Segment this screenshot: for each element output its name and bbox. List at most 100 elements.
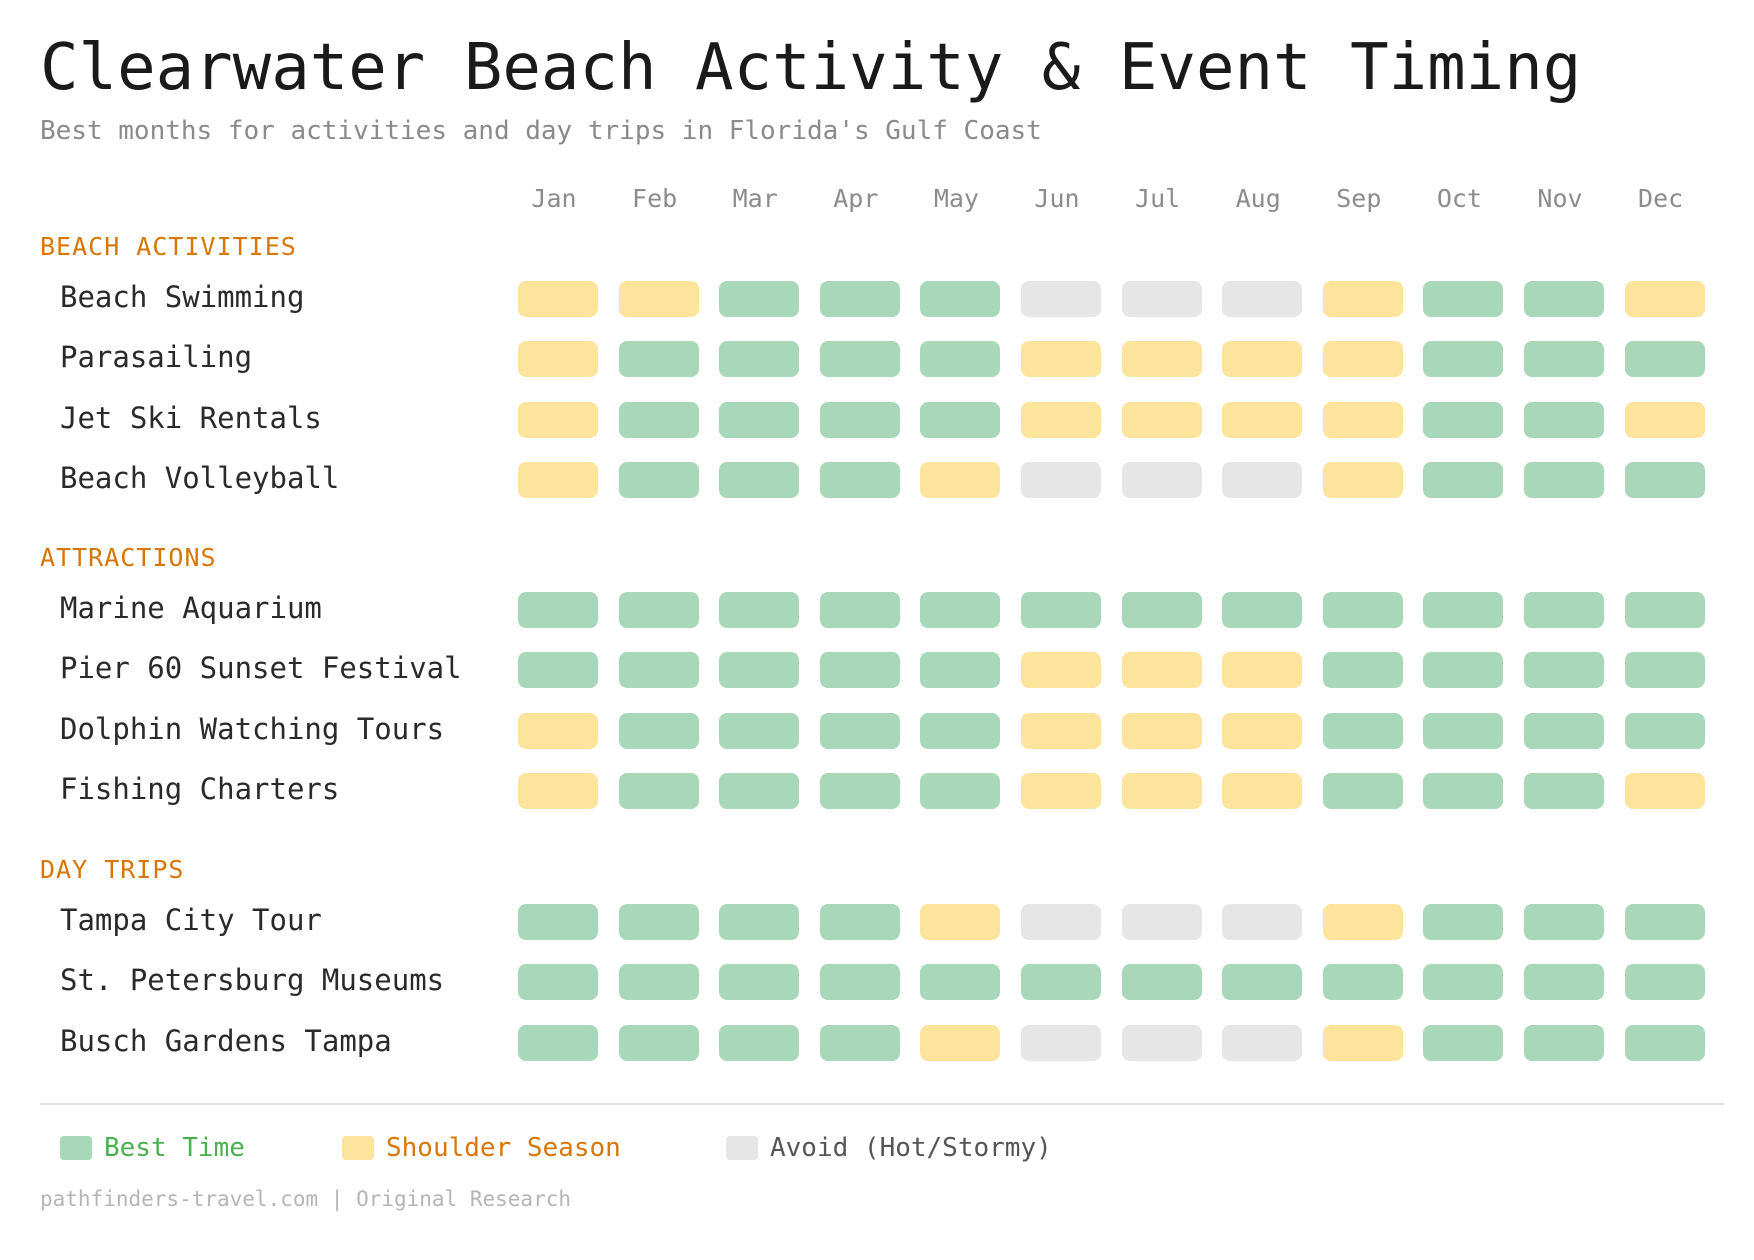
- heatmap-cell: [518, 772, 598, 809]
- heatmap-cell: [1222, 712, 1303, 749]
- heatmap-cell: [719, 1024, 800, 1061]
- heatmap-cell: [1322, 341, 1403, 378]
- row-label: Dolphin Watching Tours: [60, 711, 445, 746]
- row-label: Busch Gardens Tampa: [60, 1023, 392, 1058]
- heatmap-cell: [1624, 592, 1705, 628]
- heatmap-cell: [1121, 904, 1202, 940]
- heatmap-cell: [1624, 964, 1705, 1001]
- heatmap-cell: [819, 964, 900, 1001]
- legend-swatch-shoulder: [342, 1136, 374, 1160]
- heatmap-cell: [1121, 712, 1202, 749]
- heatmap-cell: [1021, 1024, 1101, 1061]
- heatmap-cell: [1322, 904, 1403, 940]
- heatmap-cell: [1322, 281, 1403, 317]
- legend-label-avoid: Avoid (Hot/Stormy): [770, 1133, 1052, 1163]
- month-label-jan: Jan: [531, 184, 577, 213]
- heatmap-cell: [618, 1024, 699, 1061]
- heatmap-cell: [1121, 592, 1202, 628]
- heatmap-cell: [1021, 281, 1101, 317]
- heatmap-cell: [518, 461, 598, 498]
- month-label-may: May: [933, 184, 979, 213]
- heatmap-cell: [618, 904, 699, 940]
- heatmap-cell: [920, 592, 1001, 628]
- heatmap-cell: [518, 341, 598, 378]
- heatmap-cell: [1121, 652, 1202, 689]
- month-label-apr: Apr: [833, 184, 879, 213]
- row-label: Marine Aquarium: [60, 591, 322, 625]
- heatmap-cell: [518, 281, 598, 317]
- heatmap-cell: [1222, 592, 1303, 628]
- heatmap-cell: [1121, 1024, 1202, 1061]
- legend-swatch-best: [60, 1136, 92, 1160]
- heatmap-cell: [819, 341, 900, 378]
- heatmap-cell: [1322, 1024, 1403, 1061]
- heatmap-cell: [518, 592, 598, 628]
- heatmap-cell: [819, 281, 900, 317]
- heatmap-cell: [618, 461, 699, 498]
- heatmap-cell: [1322, 712, 1403, 749]
- heatmap-cell: [1322, 461, 1403, 498]
- heatmap-cell: [1524, 281, 1604, 317]
- legend-divider: [40, 1103, 1724, 1105]
- heatmap-cell: [819, 772, 900, 809]
- heatmap-cell: [1423, 652, 1504, 689]
- heatmap-cell: [1524, 341, 1604, 378]
- heatmap-cell: [1322, 772, 1403, 809]
- heatmap-cell: [1121, 461, 1202, 498]
- heatmap-cell: [1624, 652, 1705, 689]
- heatmap-cell: [1624, 341, 1705, 378]
- heatmap-cell: [920, 461, 1001, 498]
- heatmap-cell: [618, 401, 699, 438]
- row-label: St. Petersburg Museums: [60, 963, 445, 998]
- heatmap-cell: [1624, 904, 1705, 940]
- heatmap-cell: [1021, 712, 1101, 749]
- heatmap-cell: [1624, 401, 1705, 438]
- heatmap-cell: [1222, 652, 1303, 689]
- legend-label-best: Best Time: [104, 1133, 245, 1163]
- heatmap-cell: [1322, 964, 1403, 1001]
- heatmap-cell: [1524, 904, 1604, 940]
- heatmap-cell: [1222, 1024, 1303, 1061]
- heatmap-cell: [518, 401, 598, 438]
- heatmap-cell: [1121, 964, 1202, 1001]
- heatmap-cell: [719, 592, 800, 628]
- heatmap-cell: [1322, 592, 1403, 628]
- heatmap-cell: [1423, 1024, 1504, 1061]
- heatmap-cell: [1021, 904, 1101, 940]
- heatmap-cell: [518, 1024, 598, 1061]
- heatmap-cell: [1624, 712, 1705, 749]
- heatmap-cell: [920, 712, 1001, 749]
- heatmap-cell: [819, 461, 900, 498]
- heatmap-cell: [618, 712, 699, 749]
- month-label-jun: Jun: [1034, 184, 1080, 213]
- heatmap-cell: [1624, 461, 1705, 498]
- heatmap-cell: [1222, 772, 1303, 809]
- heatmap-cell: [719, 652, 800, 689]
- heatmap-cell: [1423, 772, 1504, 809]
- heatmap-cell: [1222, 401, 1303, 438]
- section-heading: DAY TRIPS: [40, 855, 185, 884]
- month-label-dec: Dec: [1638, 184, 1684, 213]
- heatmap-cell: [1121, 401, 1202, 438]
- heatmap-cell: [618, 964, 699, 1001]
- heatmap-cell: [1222, 341, 1303, 378]
- heatmap-cell: [1222, 964, 1303, 1001]
- heatmap-cell: [1021, 652, 1101, 689]
- heatmap-cell: [1624, 281, 1705, 317]
- month-label-mar: Mar: [732, 184, 778, 213]
- heatmap-cell: [618, 772, 699, 809]
- heatmap-cell: [719, 712, 800, 749]
- month-label-nov: Nov: [1537, 184, 1583, 213]
- chart-subtitle: Best months for activities and day trips…: [40, 116, 1042, 146]
- heatmap-cell: [1121, 281, 1202, 317]
- heatmap-cell: [1524, 772, 1604, 809]
- row-label: Jet Ski Rentals: [60, 400, 322, 435]
- heatmap-cell: [920, 964, 1001, 1001]
- heatmap-cell: [920, 341, 1001, 378]
- heatmap-cell: [1524, 401, 1604, 438]
- heatmap-cell: [920, 904, 1001, 940]
- section-heading: ATTRACTIONS: [40, 543, 217, 572]
- heatmap-cell: [719, 772, 800, 809]
- heatmap-cell: [1524, 592, 1604, 628]
- heatmap-cell: [1624, 772, 1705, 809]
